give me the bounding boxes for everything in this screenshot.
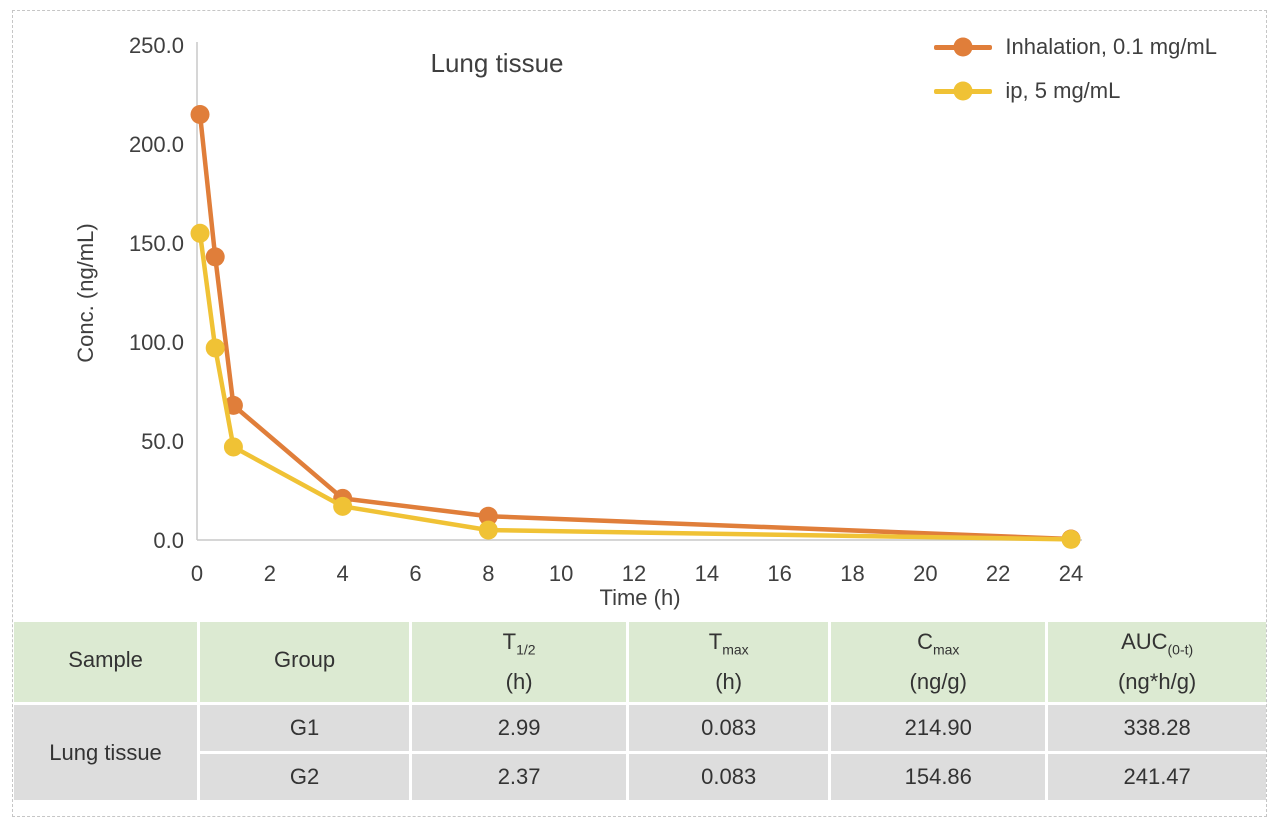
pk-parameters-table: Sample Group T1/2 (h) Tmax (h) Cmax (ng/g) … <box>11 619 1269 803</box>
x-tick-label: 8 <box>482 561 494 586</box>
col-header-tmax: Tmax (h) <box>629 622 829 702</box>
x-tick-label: 10 <box>549 561 573 586</box>
chart-legend: Inhalation, 0.1 mg/mL ip, 5 mg/mL <box>934 30 1217 108</box>
col-header-t12: T1/2 (h) <box>412 622 627 702</box>
col-header-auc: AUC(0-t) (ng*h/g) <box>1048 622 1266 702</box>
x-tick-label: 22 <box>986 561 1010 586</box>
data-point-marker <box>190 223 210 243</box>
x-tick-label: 16 <box>767 561 791 586</box>
y-tick-label: 250.0 <box>129 33 184 58</box>
series-0 <box>190 104 1081 549</box>
x-tick-label: 18 <box>840 561 864 586</box>
x-axis-label: Time (h) <box>599 585 681 610</box>
cell-group-g1: G1 <box>200 705 410 751</box>
x-tick-label: 14 <box>695 561 719 586</box>
col-header-sample: Sample <box>14 622 198 702</box>
data-point-marker <box>478 520 498 540</box>
series-line <box>197 231 1074 542</box>
data-point-marker <box>333 496 353 516</box>
line-chart: 0.0 50.0 100.0 150.0 200.0 250.0 0 2 4 6 8 10 12 14 16… <box>73 30 1217 610</box>
table-row-g1: Lung tissue G1 2.99 0.083 214.90 338.28 <box>14 705 1266 800</box>
cell-t12-g2: 2.37 <box>412 754 627 800</box>
table-header-row: Sample Group T1/2 (h) Tmax (h) Cmax (ng/g) … <box>14 622 1266 702</box>
data-point-marker <box>205 247 225 267</box>
legend-label-inhalation: Inhalation, 0.1 mg/mL <box>1005 34 1217 59</box>
x-tick-label: 20 <box>913 561 937 586</box>
data-point-marker <box>478 506 498 526</box>
data-point-marker <box>190 104 210 124</box>
series-1 <box>190 223 1081 549</box>
x-tick-label: 24 <box>1059 561 1083 586</box>
legend-marker-inhalation-icon <box>934 37 993 57</box>
cell-sample: Lung tissue <box>14 705 198 800</box>
data-point-marker <box>1061 529 1081 549</box>
legend-marker-ip-icon <box>934 81 993 101</box>
cell-tmax-g1: 0.083 <box>629 705 829 751</box>
cell-auc-g2: 241.47 <box>1048 754 1266 800</box>
col-header-cmax: Cmax (ng/g) <box>831 622 1046 702</box>
x-tick-label: 4 <box>337 561 349 586</box>
legend-item-inhalation: Inhalation, 0.1 mg/mL <box>934 30 1217 64</box>
y-tick-label: 200.0 <box>129 132 184 157</box>
table-row-g2: G2 2.37 0.083 154.86 241.47 <box>14 754 1266 800</box>
x-tick-label: 6 <box>409 561 421 586</box>
col-header-group: Group <box>200 622 410 702</box>
cell-tmax-g2: 0.083 <box>629 754 829 800</box>
cell-auc-g1: 338.28 <box>1048 705 1266 751</box>
cell-group-g2: G2 <box>200 754 410 800</box>
series-line <box>197 112 1074 542</box>
cell-cmax-g2: 154.86 <box>831 754 1046 800</box>
y-tick-label: 100.0 <box>129 330 184 355</box>
data-point-marker <box>205 338 225 358</box>
x-tick-label: 2 <box>264 561 276 586</box>
y-tick-label: 150.0 <box>129 231 184 256</box>
y-tick-label: 0.0 <box>153 528 184 553</box>
cell-cmax-g1: 214.90 <box>831 705 1046 751</box>
legend-item-ip: ip, 5 mg/mL <box>934 74 1217 108</box>
y-tick-label: 50.0 <box>141 429 184 454</box>
x-tick-label: 12 <box>622 561 646 586</box>
x-tick-label: 0 <box>191 561 203 586</box>
data-point-marker <box>223 437 243 457</box>
y-axis-label: Conc. (ng/mL) <box>73 223 98 363</box>
chart-title: Lung tissue <box>430 48 564 78</box>
cell-t12-g1: 2.99 <box>412 705 627 751</box>
legend-label-ip: ip, 5 mg/mL <box>1005 78 1121 103</box>
